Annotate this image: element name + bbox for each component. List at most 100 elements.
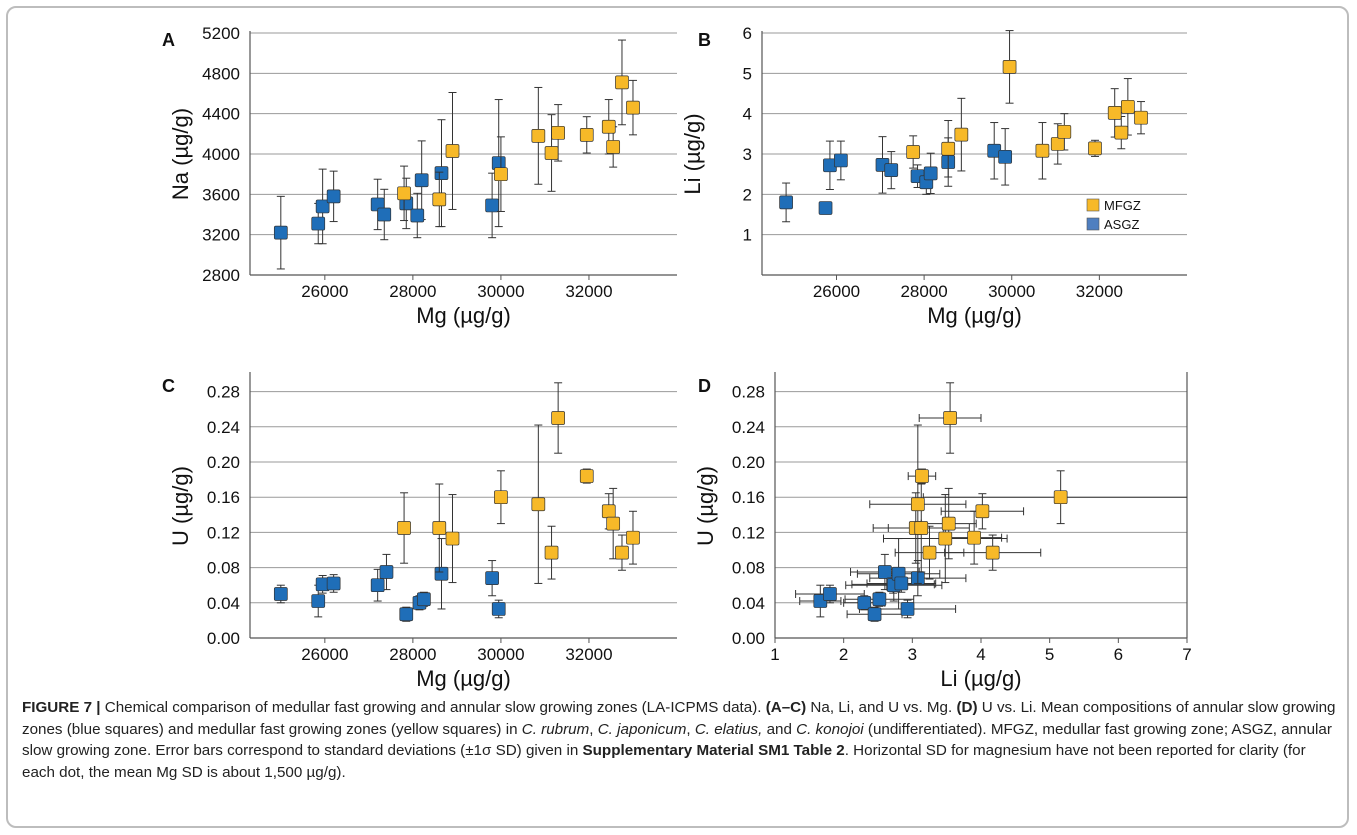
data-point-asgz bbox=[315, 199, 330, 214]
data-point-asgz bbox=[273, 587, 288, 601]
y-axis-title: Li (µg/g) bbox=[680, 113, 705, 194]
data-point-mfgz bbox=[615, 545, 629, 560]
data-point-mfgz bbox=[494, 167, 508, 182]
figure-charts: A 2800 3200 3600 4000 4400 4800 5200 26000 28000 3… bbox=[162, 24, 1192, 691]
panel-label: C bbox=[162, 376, 175, 396]
x-axis-title: Li (µg/g) bbox=[940, 666, 1021, 691]
data-point-asgz bbox=[884, 163, 899, 177]
y-tick-label: 2800 bbox=[202, 266, 240, 285]
y-tick-label: 0.08 bbox=[207, 559, 240, 578]
x-tick-label: 1 bbox=[770, 645, 779, 664]
x-tick-label: 32000 bbox=[565, 645, 612, 664]
data-point-mfgz bbox=[606, 140, 621, 154]
x-tick-label: 4 bbox=[976, 645, 985, 664]
data-point-mfgz bbox=[975, 504, 990, 519]
x-tick-label: 28000 bbox=[389, 645, 436, 664]
y-tick-label: 0.28 bbox=[732, 383, 765, 402]
y-tick-label: 0.24 bbox=[732, 418, 765, 437]
legend: MFGZ ASGZ bbox=[1086, 198, 1141, 232]
x-tick-label: 30000 bbox=[477, 645, 524, 664]
data-point-asgz bbox=[311, 216, 326, 231]
x-tick-label: 32000 bbox=[1076, 282, 1123, 301]
panel-d: D 0.00 0.04 0.08 0.12 0.16 0.20 0.24 0.28 1 2 3 4 5 6 7… bbox=[693, 372, 1192, 691]
data-point-asgz bbox=[779, 195, 793, 210]
y-tick-label: 5 bbox=[743, 64, 752, 83]
data-point-mfgz bbox=[432, 192, 447, 207]
x-axis-title: Mg (µg/g) bbox=[416, 303, 511, 328]
series-asgz bbox=[795, 538, 967, 622]
y-tick-label: 0.24 bbox=[207, 418, 240, 437]
y-tick-label: 1 bbox=[743, 226, 752, 245]
x-tick-label: 6 bbox=[1114, 645, 1123, 664]
data-point-asgz bbox=[434, 566, 449, 581]
y-tick-label: 0.04 bbox=[207, 594, 240, 613]
data-point-mfgz bbox=[601, 504, 616, 519]
x-tick-label: 3 bbox=[908, 645, 917, 664]
caption-text: U vs. Li. Mean compositions of annular s… bbox=[22, 699, 1336, 738]
data-point-mfgz bbox=[1088, 141, 1102, 156]
data-point-mfgz bbox=[1114, 125, 1129, 140]
caption-text: and bbox=[762, 720, 797, 738]
plot-area bbox=[779, 30, 1148, 223]
y-tick-label: 4400 bbox=[202, 105, 240, 124]
x-tick-label: 26000 bbox=[813, 282, 860, 301]
x-tick-label: 30000 bbox=[988, 282, 1035, 301]
data-point-asgz bbox=[485, 571, 499, 586]
y-tick-label: 6 bbox=[743, 24, 752, 43]
y-tick-label: 0.12 bbox=[207, 523, 240, 542]
caption-text: (undifferentiated). MFGZ, medullar fast … bbox=[22, 720, 1332, 760]
data-point-mfgz bbox=[906, 145, 921, 159]
x-tick-label: 28000 bbox=[900, 282, 947, 301]
y-tick-label: 3600 bbox=[202, 185, 240, 204]
data-point-mfgz bbox=[1121, 99, 1135, 114]
data-point-mfgz bbox=[1053, 490, 1068, 505]
data-point-mfgz bbox=[531, 497, 546, 512]
data-point-asgz bbox=[878, 565, 892, 579]
data-point-mfgz bbox=[1002, 60, 1017, 74]
caption-text: Chemical comparison of medullar fast gro… bbox=[100, 699, 766, 716]
y-tick-label: 0.08 bbox=[732, 559, 765, 578]
series-mfgz bbox=[869, 382, 1187, 584]
data-point-asgz bbox=[818, 201, 833, 215]
data-point-asgz bbox=[410, 208, 425, 223]
series-asgz bbox=[273, 538, 506, 622]
x-axis-title: Mg (µg/g) bbox=[416, 666, 511, 691]
data-point-asgz bbox=[399, 607, 414, 622]
legend-label-mfgz: MFGZ bbox=[1104, 198, 1141, 213]
y-tick-label: 4800 bbox=[202, 64, 240, 83]
data-point-asgz bbox=[311, 594, 326, 608]
caption-panel-ref: (D) bbox=[956, 699, 978, 716]
caption-species: C. konojoi bbox=[796, 720, 864, 738]
data-point-mfgz bbox=[1057, 124, 1072, 139]
plot-area bbox=[273, 382, 640, 622]
figure-caption: FIGURE 7 | Chemical comparison of medull… bbox=[22, 697, 1342, 783]
data-point-mfgz bbox=[1134, 110, 1148, 125]
data-point-asgz bbox=[417, 592, 431, 607]
series-asgz bbox=[273, 99, 506, 270]
data-point-mfgz bbox=[1035, 143, 1050, 158]
data-point-mfgz bbox=[910, 497, 925, 512]
panel-label: A bbox=[162, 30, 175, 50]
data-point-asgz bbox=[900, 602, 915, 616]
caption-figure-label: FIGURE 7 | bbox=[22, 699, 101, 716]
data-point-mfgz bbox=[985, 545, 1000, 560]
caption-species: C. japonicum bbox=[597, 720, 687, 738]
y-tick-label: 0.28 bbox=[207, 383, 240, 402]
caption-panel-ref: (A–C) bbox=[765, 699, 807, 716]
caption-text: Na, Li, and U vs. Mg. bbox=[806, 699, 957, 716]
panel-label: D bbox=[698, 376, 711, 396]
data-point-asgz bbox=[857, 595, 872, 610]
data-point-mfgz bbox=[1050, 137, 1065, 151]
data-point-asgz bbox=[326, 189, 341, 204]
data-point-mfgz bbox=[432, 521, 447, 535]
data-point-mfgz bbox=[579, 469, 594, 483]
data-point-mfgz bbox=[544, 545, 559, 560]
data-point-asgz bbox=[998, 149, 1013, 164]
x-tick-label: 30000 bbox=[477, 282, 524, 301]
y-axis-title: Na (µg/g) bbox=[168, 108, 193, 200]
panel-label: B bbox=[698, 30, 711, 50]
data-point-asgz bbox=[273, 225, 288, 240]
figure-frame bbox=[6, 6, 1349, 828]
data-point-asgz bbox=[379, 565, 394, 579]
caption-supplementary-ref: Supplementary Material SM1 Table 2 bbox=[582, 742, 845, 759]
